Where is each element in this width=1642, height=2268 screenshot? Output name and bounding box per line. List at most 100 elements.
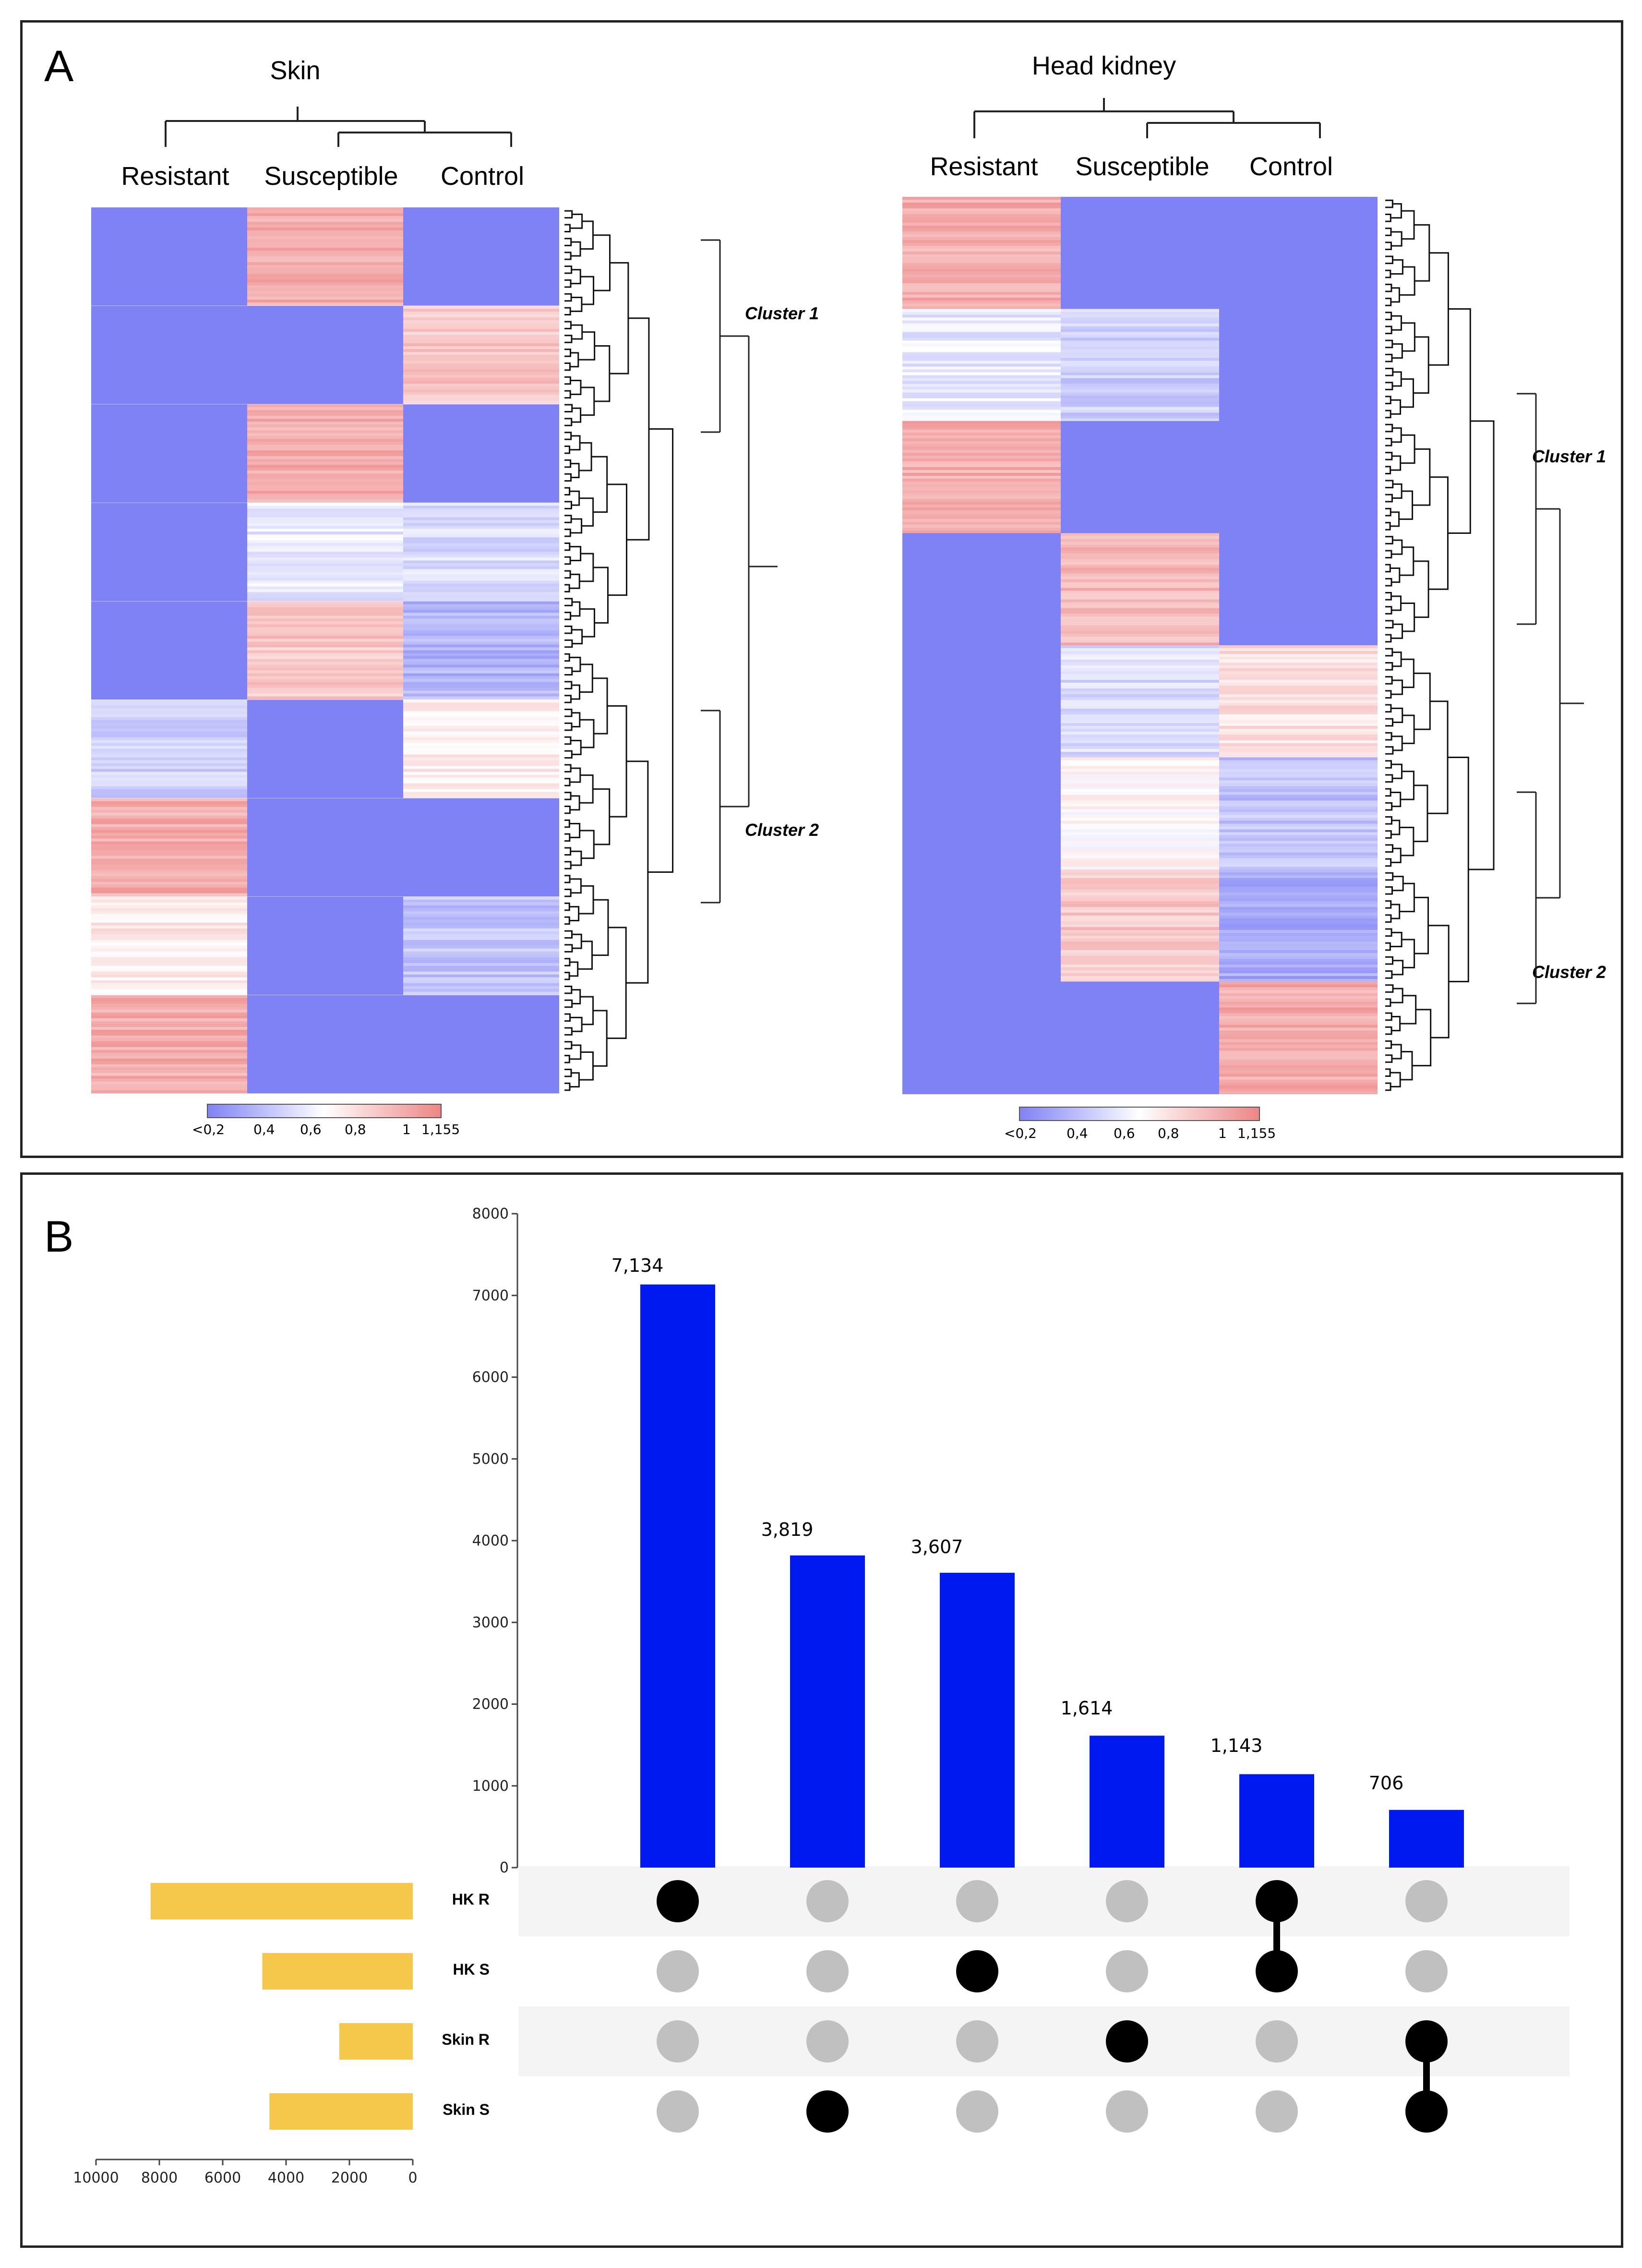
row-dendrogram-branch: [564, 681, 573, 689]
hk-heatmap-cell: [1219, 677, 1378, 680]
skin-heatmap-cell: [403, 282, 559, 286]
skin-heatmap-cell: [91, 239, 247, 242]
hk-heatmap-cell: [1219, 323, 1378, 327]
hk-heatmap-cell: [902, 841, 1061, 844]
hk-heatmap-cell: [1061, 735, 1219, 738]
skin-heatmap-cell: [403, 537, 559, 541]
skin-heatmap-cell: [403, 601, 559, 605]
hk-heatmap-cell: [1219, 933, 1378, 936]
skin-heatmap-cell: [91, 818, 247, 822]
row-dendrogram-branch: [571, 629, 583, 645]
hk-heatmap-cell: [1219, 243, 1378, 246]
skin-heatmap-cell: [403, 456, 559, 459]
row-dendrogram-branch: [571, 241, 581, 257]
skin-heatmap-cell: [247, 366, 403, 370]
skin-heatmap-cell: [91, 676, 247, 680]
hk-heatmap-cell: [902, 312, 1061, 315]
skin-heatmap-cell: [403, 827, 559, 831]
hk-heatmap-cell: [1061, 732, 1219, 735]
hk-heatmap-cell: [902, 553, 1061, 557]
row-dendrogram-branch: [1385, 241, 1392, 250]
hk-heatmap-cell: [1219, 628, 1378, 632]
skin-heatmap-cell: [403, 873, 559, 877]
skin-heatmap-cell: [247, 1003, 403, 1007]
skin-heatmap-cell: [403, 1075, 559, 1079]
hk-heatmap-cell: [1061, 829, 1219, 833]
skin-heatmap-cell: [403, 798, 559, 802]
hk-heatmap-cell: [1061, 372, 1219, 376]
hk-heatmap-cell: [1061, 226, 1219, 229]
skin-heatmap-cell: [91, 731, 247, 735]
hk-heatmap-cell: [1219, 829, 1378, 833]
hk-heatmap-cell: [1219, 335, 1378, 338]
skin-heatmap-cell: [247, 991, 403, 995]
skin-heatmap-cell: [247, 572, 403, 575]
skin-heatmap-cell: [403, 621, 559, 625]
skin-heatmap-cell: [403, 413, 559, 416]
skin-heatmap-cell: [403, 809, 559, 813]
hk-heatmap-cell: [902, 665, 1061, 669]
hk-heatmap-cell: [902, 927, 1061, 930]
hk-heatmap-cell: [902, 513, 1061, 517]
skin-heatmap-cell: [91, 980, 247, 984]
skin-heatmap-cell: [91, 858, 247, 862]
skin-heatmap-cell: [247, 644, 403, 648]
hk-heatmap-cell: [1219, 467, 1378, 470]
hk-heatmap-cell: [1061, 1025, 1219, 1028]
skin-heatmap-cell: [91, 520, 247, 523]
skin-heatmap-cell: [403, 951, 559, 955]
skin-legend-tick-1: <0,2: [192, 1122, 225, 1137]
hk-heatmap-cell: [1061, 277, 1219, 281]
skin-heatmap-cell: [91, 902, 247, 906]
skin-heatmap-cell: [91, 971, 247, 975]
skin-heatmap-cell: [91, 812, 247, 816]
row-dendrogram-branch: [564, 473, 572, 482]
skin-heatmap-cell: [403, 309, 559, 312]
hk-heatmap-cell: [1061, 688, 1219, 692]
hk-heatmap-cell: [1219, 585, 1378, 589]
skin-heatmap-cell: [403, 734, 559, 738]
hk-heatmap-cell: [902, 867, 1061, 870]
skin-heatmap-cell: [403, 476, 559, 480]
hk-heatmap-cell: [1219, 1001, 1378, 1005]
skin-heatmap-cell: [247, 436, 403, 439]
skin-heatmap-cell: [403, 995, 559, 999]
hk-heatmap-cell: [1219, 823, 1378, 827]
matrix-dot-off: [806, 1880, 849, 1922]
hk-heatmap-cell: [902, 651, 1061, 654]
hk-heatmap-cell: [1219, 999, 1378, 1002]
hk-heatmap-cell: [1219, 418, 1378, 422]
hk-heatmap-cell: [1219, 349, 1378, 353]
skin-heatmap-cell: [403, 1038, 559, 1042]
skin-heatmap-cell: [247, 245, 403, 248]
skin-heatmap-cell: [403, 219, 559, 222]
row-dendrogram-branch: [1427, 700, 1449, 814]
hk-heatmap-cell: [1219, 709, 1378, 712]
skin-heatmap-cell: [247, 323, 403, 326]
hk-heatmap-cell: [902, 599, 1061, 603]
hk-heatmap-cell: [902, 1007, 1061, 1011]
hk-heatmap-cell: [902, 596, 1061, 600]
skin-heatmap-cell: [403, 549, 559, 552]
skin-heatmap-cell: [91, 378, 247, 381]
skin-heatmap-cell: [91, 618, 247, 622]
skin-heatmap-cell: [247, 294, 403, 297]
hk-heatmap-cell: [1219, 757, 1378, 761]
skin-heatmap-cell: [91, 511, 247, 515]
hk-heatmap-cell: [1219, 872, 1378, 876]
hk-heatmap-cell: [1219, 616, 1378, 620]
hk-heatmap-cell: [1219, 352, 1378, 356]
skin-heatmap-cell: [247, 682, 403, 686]
skin-heatmap-cell: [91, 529, 247, 532]
hk-heatmap-cell: [1219, 841, 1378, 844]
row-dendrogram-branch: [1413, 336, 1429, 394]
hk-heatmap-cell: [1061, 752, 1219, 755]
hk-heatmap-cell: [902, 789, 1061, 793]
row-dendrogram-branch: [1385, 802, 1393, 811]
hk-heatmap-cell: [1061, 249, 1219, 252]
hk-heatmap-cell: [1061, 1056, 1219, 1060]
skin-heatmap-cell: [403, 720, 559, 724]
hk-heatmap-cell: [1061, 346, 1219, 350]
row-dendrogram-branch: [1392, 876, 1404, 892]
skin-heatmap-cell: [91, 1055, 247, 1059]
